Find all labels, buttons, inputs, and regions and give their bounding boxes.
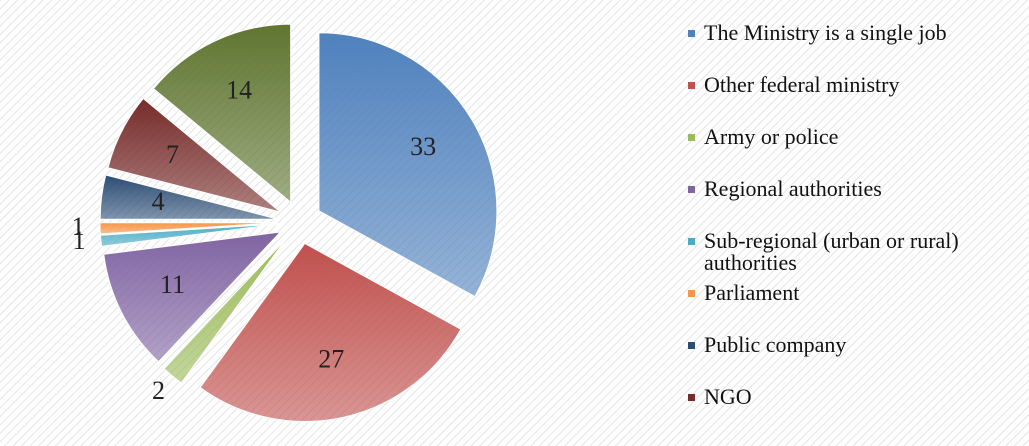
legend-item: NGO xyxy=(688,386,1023,408)
pie-slice xyxy=(199,242,462,422)
data-label: 11 xyxy=(160,270,185,299)
legend-swatch xyxy=(688,290,695,297)
legend-label: Sub-regional (urban or rural) authoritie… xyxy=(704,228,959,275)
pie-slice xyxy=(99,222,279,235)
legend-item: Army or police xyxy=(688,126,1023,148)
data-label: 14 xyxy=(226,76,252,105)
data-label: 1 xyxy=(72,212,85,241)
legend-label: Other federal ministry xyxy=(704,72,900,97)
pie-slice xyxy=(107,97,281,213)
legend-item: Other federal ministry xyxy=(688,74,1023,96)
legend-item: Parliament xyxy=(688,282,1023,304)
legend-item: Regional authorities xyxy=(688,178,1023,200)
legend-swatch xyxy=(688,134,695,141)
legend-label: NGO xyxy=(704,384,752,409)
legend-label: Public company xyxy=(704,332,847,357)
pie-slice xyxy=(163,238,287,384)
data-label: 4 xyxy=(152,187,165,216)
legend-label: Regional authorities xyxy=(704,176,882,201)
legend-item: Public company xyxy=(688,334,1023,356)
data-label: 7 xyxy=(166,140,179,169)
data-label: 1 xyxy=(72,226,85,255)
legend-swatch xyxy=(688,186,695,193)
legend-swatch xyxy=(688,82,695,89)
legend-swatch xyxy=(688,394,695,401)
pie-slice xyxy=(99,223,279,247)
pie-slice xyxy=(152,23,292,204)
data-label: 2 xyxy=(152,376,165,405)
legend-label: The Ministry is a single job xyxy=(704,20,947,45)
pie-slice xyxy=(103,231,282,363)
pie-slice xyxy=(99,174,279,220)
legend-label: Parliament xyxy=(704,280,800,305)
data-label: 27 xyxy=(318,345,344,374)
legend-swatch xyxy=(688,238,695,245)
legend-item: The Ministry is a single job xyxy=(688,22,1023,44)
legend-label: Army or police xyxy=(704,124,839,149)
data-label: 33 xyxy=(410,132,436,161)
legend-swatch xyxy=(688,342,695,349)
legend-item: Sub-regional (urban or rural) authoritie… xyxy=(688,230,1023,274)
legend-swatch xyxy=(688,30,695,37)
pie-slice xyxy=(318,32,498,298)
